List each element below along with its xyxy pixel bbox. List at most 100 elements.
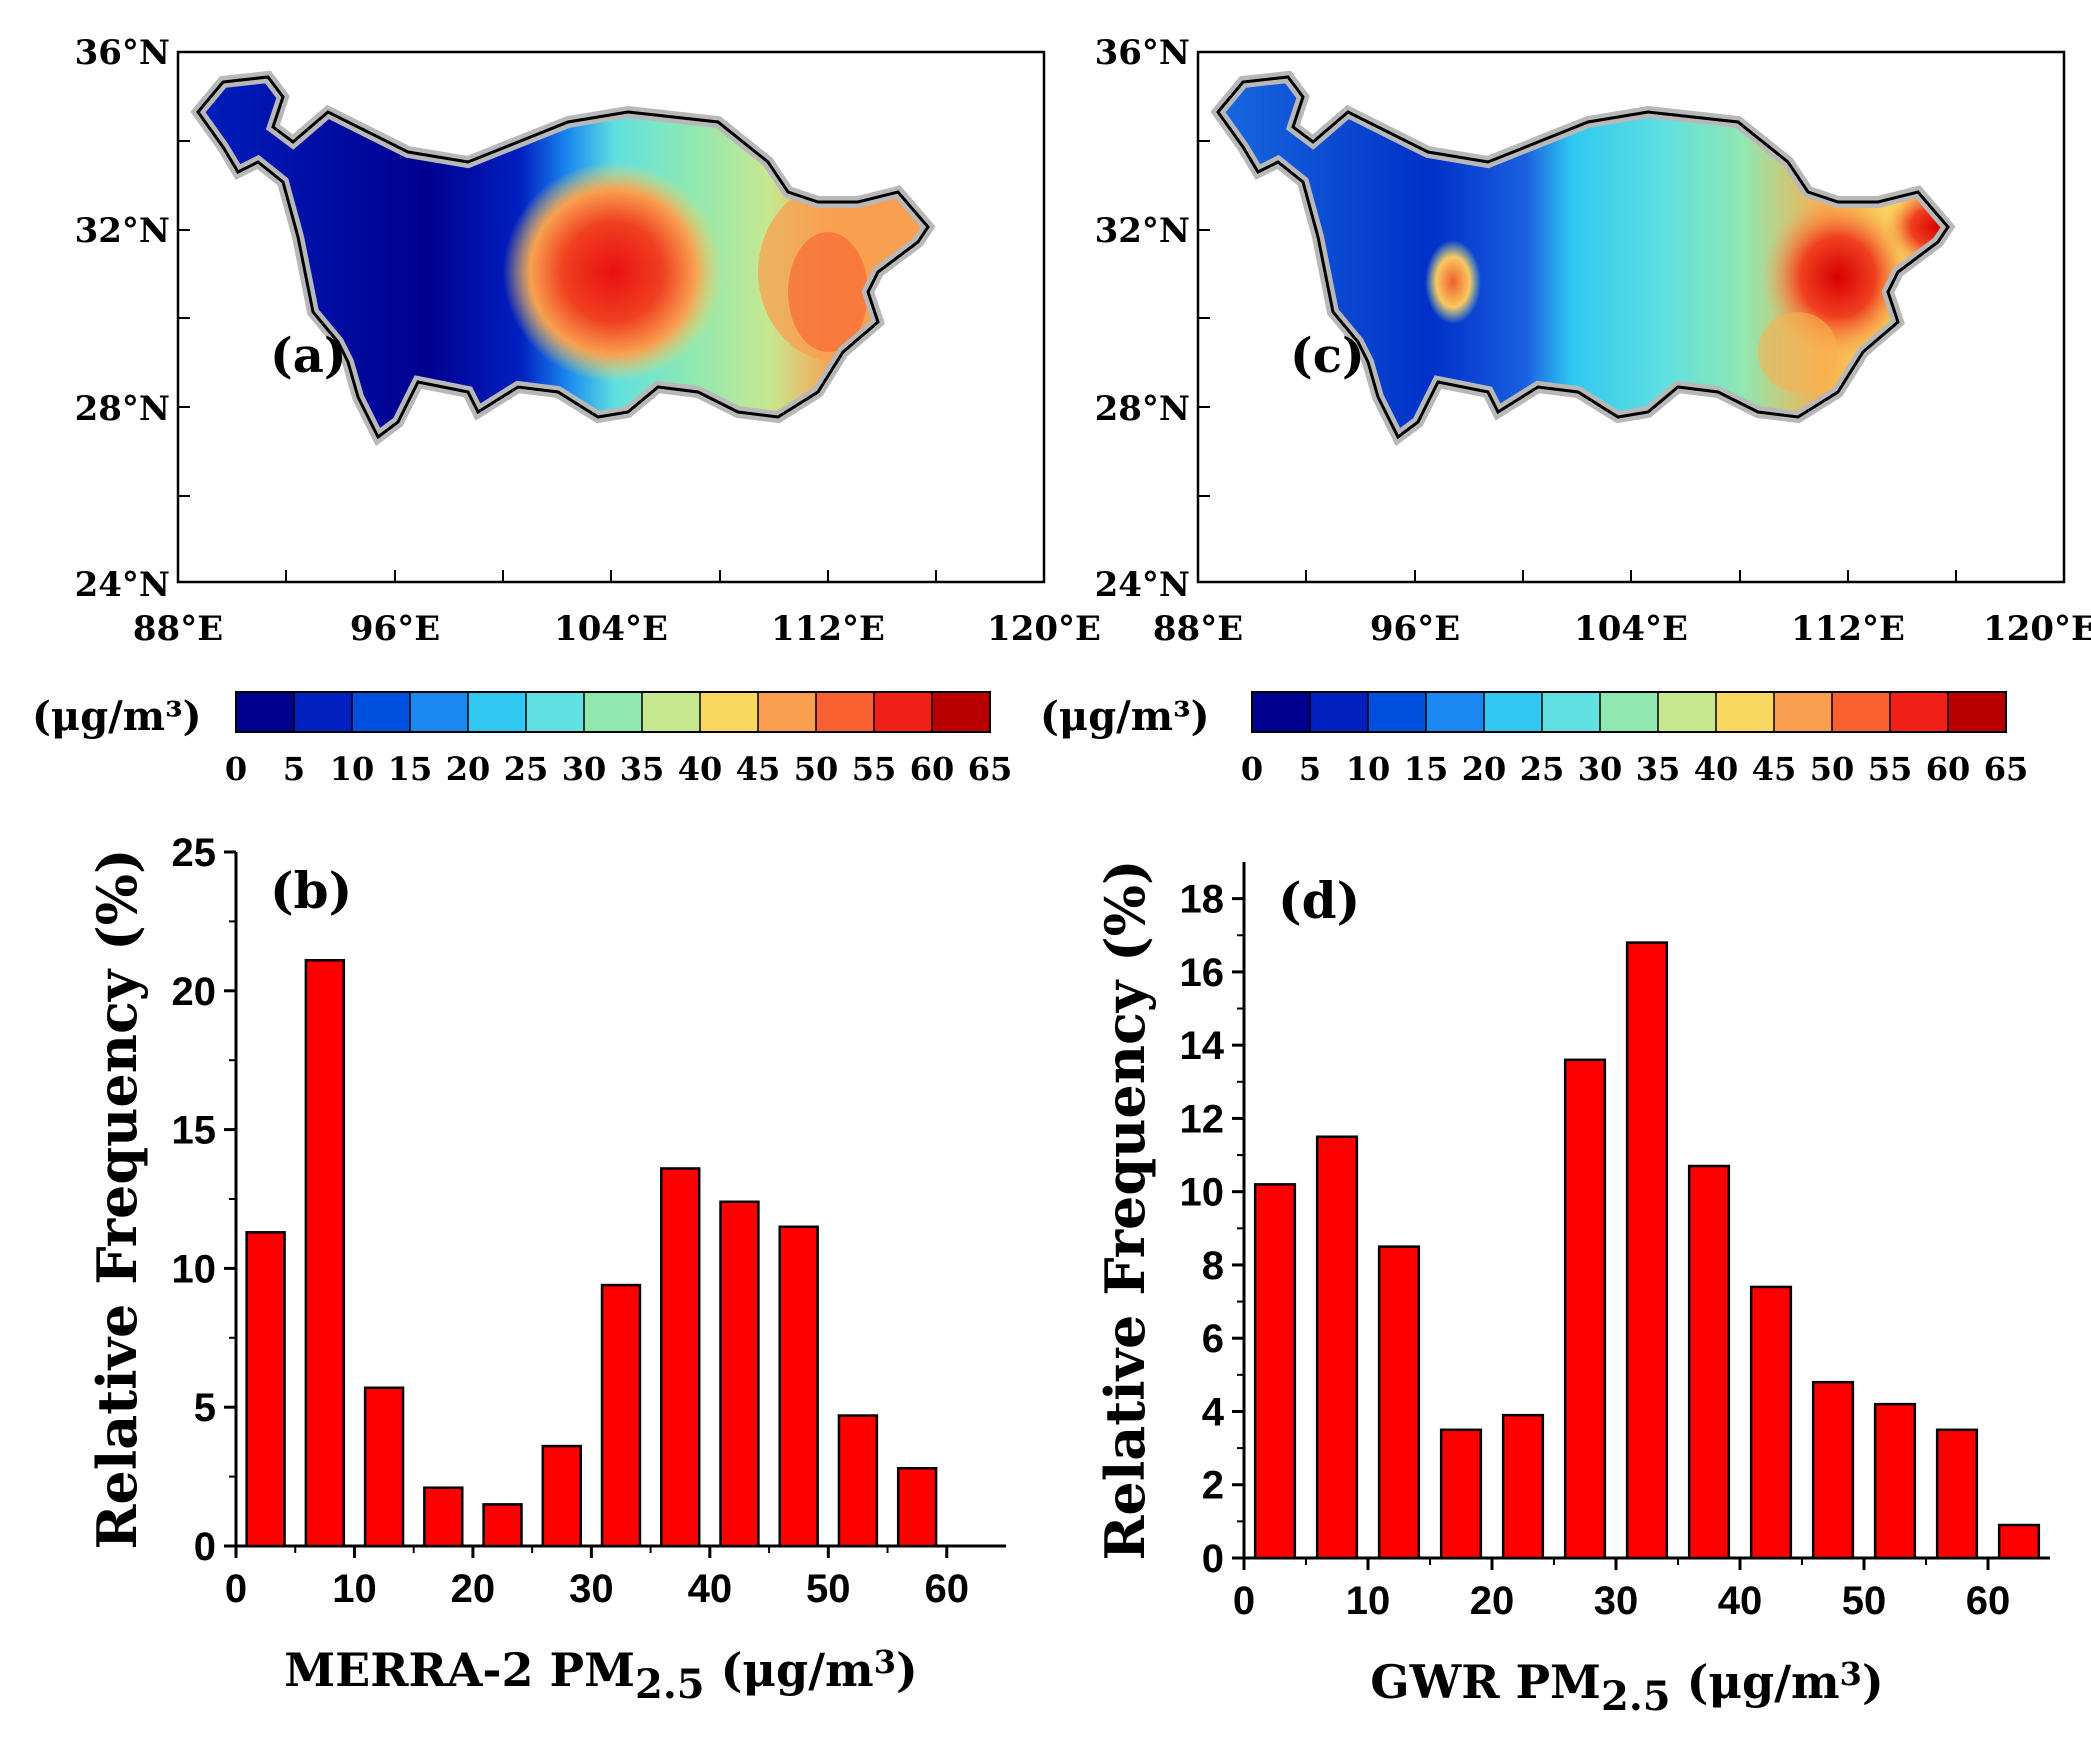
colorbar-swatch <box>1716 692 1775 732</box>
colorbar-tick-label: 45 <box>736 750 781 788</box>
colorbar-swatch <box>1658 692 1717 732</box>
bar <box>1687 1164 1731 1560</box>
bar <box>363 1386 405 1548</box>
x-tick-label: 40 <box>1718 1579 1763 1623</box>
x-tick-label: 10 <box>332 1567 377 1611</box>
colorbar-swatch <box>1600 692 1659 732</box>
colorbar-tick-label: 10 <box>330 750 375 788</box>
colorbar-tick-label: 10 <box>1346 750 1391 788</box>
y-axis-label: Relative Frequency (%) <box>1093 859 1157 1560</box>
lat-tick: 28°N <box>1095 389 1190 429</box>
colorbar-tick-label: 25 <box>1520 750 1565 788</box>
colorbar-swatch <box>526 692 585 732</box>
colorbar-tick-label: 60 <box>1926 750 1971 788</box>
x-tick-label: 50 <box>806 1567 851 1611</box>
colorbar-swatch <box>1890 692 1949 732</box>
bar <box>1625 941 1669 1560</box>
colorbar-swatch <box>1774 692 1833 732</box>
lat-tick: 28°N <box>75 389 170 429</box>
colorbar-swatch <box>1832 692 1891 732</box>
colorbar-swatch <box>758 692 817 732</box>
map-panel-c <box>1198 52 1993 452</box>
lon-tick: 96°E <box>350 609 440 649</box>
colorbar-swatch <box>642 692 701 732</box>
colorbar-ticks-c: 0 5 10 15 20 25 30 35 40 45 50 55 60 65 <box>1241 750 2028 788</box>
bar <box>245 1231 286 1548</box>
y-axis-label: Relative Frequency (%) <box>85 848 149 1549</box>
bar <box>423 1486 464 1548</box>
colorbar-tick-label: 50 <box>1810 750 1855 788</box>
x-tick-label: 0 <box>1233 1579 1255 1623</box>
lon-tick: 104°E <box>1574 609 1688 649</box>
lon-tick: 88°E <box>1153 609 1243 649</box>
colorbar-border <box>1251 691 2007 733</box>
lat-tick: 32°N <box>75 211 170 251</box>
colorbar-tick-label: 35 <box>1636 750 1681 788</box>
panel-label-c: (c) <box>1290 328 1365 384</box>
x-tick-label: 30 <box>569 1567 614 1611</box>
colorbar-tick-label: 65 <box>968 750 1013 788</box>
x-tick-label: 60 <box>1966 1579 2011 1623</box>
colorbar-swatch <box>1484 692 1543 732</box>
colorbar-tick-label: 50 <box>794 750 839 788</box>
y-tick-label: 15 <box>172 1109 217 1153</box>
colorbar-unit-a: (μg/m³) <box>32 693 202 740</box>
colorbar-tick-label: 15 <box>388 750 433 788</box>
y-tick-label: 10 <box>172 1247 217 1291</box>
colorbar-swatch <box>294 692 353 732</box>
colorbar-tick-label: 20 <box>1462 750 1507 788</box>
bar <box>1439 1428 1483 1560</box>
map-axis-ticks-a <box>178 140 937 582</box>
lon-tick: 104°E <box>554 609 668 649</box>
map-axis-ticks-c <box>1198 140 1957 582</box>
colorbar-tick-label: 25 <box>504 750 549 788</box>
y-tick-label: 0 <box>194 1525 216 1569</box>
bar <box>1873 1402 1917 1560</box>
colorbar-tick-label: 60 <box>910 750 955 788</box>
lon-ticks-c: 88°E 96°E 104°E 112°E 120°E <box>1153 609 2091 649</box>
bar <box>482 1503 523 1548</box>
lat-tick: 36°N <box>1095 33 1190 73</box>
colorbar-swatch <box>584 692 643 732</box>
colorbar-tick-label: 15 <box>1404 750 1449 788</box>
lon-tick: 112°E <box>771 609 885 649</box>
colorbar-tick-label: 35 <box>620 750 665 788</box>
bar <box>1563 1058 1607 1560</box>
lon-tick: 112°E <box>1791 609 1905 649</box>
colorbar-border <box>235 691 991 733</box>
colorbar-tick-label: 0 <box>225 750 247 788</box>
colorbar-ticks-a: 0 5 10 15 20 25 30 35 40 45 50 55 60 65 <box>225 750 1012 788</box>
bar <box>1811 1380 1855 1560</box>
panel-label-a: (a) <box>270 328 347 384</box>
y-tick-label: 18 <box>1180 878 1225 922</box>
panel-label: (d) <box>1278 871 1360 930</box>
histogram-b: 0 5 10 15 20 25 0 10 20 30 40 50 60 (b) Relative Frequ… <box>85 831 1006 1708</box>
map-panel-a <box>178 52 958 452</box>
y-tick-label: 0 <box>1202 1537 1224 1581</box>
y-tick-label: 20 <box>172 970 217 1014</box>
colorbar-c <box>1251 691 2007 733</box>
colorbar-swatch <box>410 692 469 732</box>
x-tick-label: 20 <box>1470 1579 1515 1623</box>
bar <box>837 1414 879 1548</box>
x-tick-label: 30 <box>1594 1579 1639 1623</box>
colorbar-a <box>235 691 991 733</box>
bar <box>1501 1413 1545 1560</box>
y-tick-label: 4 <box>1202 1390 1225 1434</box>
y-tick-label: 8 <box>1202 1244 1224 1288</box>
y-tick-label: 6 <box>1202 1317 1224 1361</box>
bar <box>778 1225 819 1548</box>
colorbar-swatch <box>1426 692 1485 732</box>
lat-ticks-c: 36°N 32°N 28°N 24°N <box>1095 33 1190 605</box>
bar <box>304 959 346 1548</box>
colorbar-tick-label: 5 <box>1299 750 1321 788</box>
colorbar-tick-label: 0 <box>1241 750 1263 788</box>
colorbar-tick-label: 45 <box>1752 750 1797 788</box>
y-tick-label: 16 <box>1180 951 1225 995</box>
colorbar-tick-label: 40 <box>1694 750 1739 788</box>
colorbar-swatch <box>352 692 411 732</box>
colorbar-swatch <box>468 692 527 732</box>
colorbar-tick-label: 65 <box>1984 750 2029 788</box>
y-tick-label: 12 <box>1180 1097 1225 1141</box>
x-tick-label: 50 <box>1842 1579 1887 1623</box>
